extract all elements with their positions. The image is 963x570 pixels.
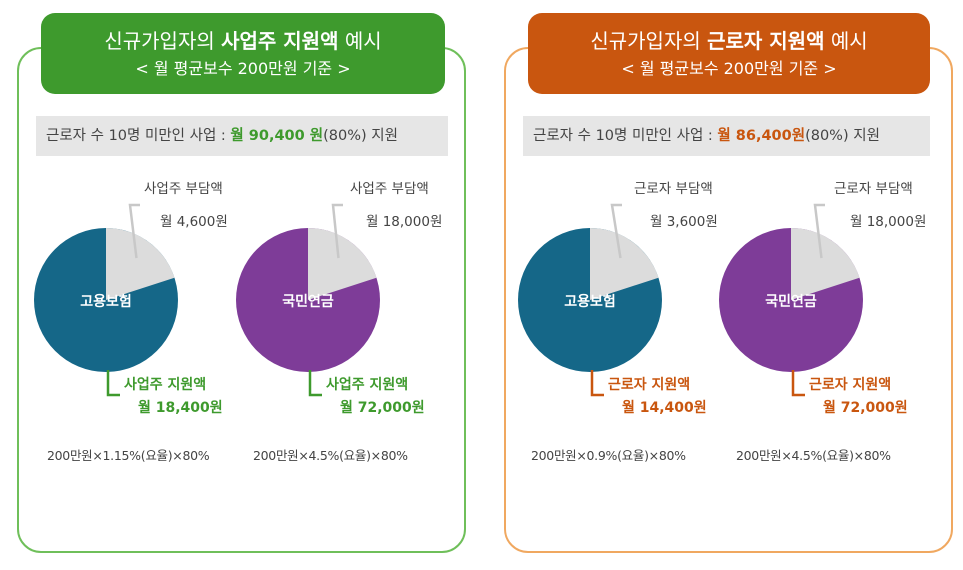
band-text: 근로자 수 10명 미만인 사업 : <box>46 128 231 144</box>
header-bold: 근로자 지원액 <box>707 29 825 53</box>
support-value: 월 72,000원 <box>340 399 425 416</box>
pie-center-label: 국민연금 <box>765 293 817 310</box>
support-leader-line <box>590 370 604 397</box>
support-label: 근로자 지원액 <box>809 376 891 393</box>
pie-center-label: 고용보험 <box>80 293 132 310</box>
pie-slice-burden <box>308 227 377 300</box>
support-value: 월 72,000원 <box>823 399 908 416</box>
worker-header: 신규가입자의 근로자 지원액 예시 < 월 평균보수 200만원 기준 > <box>528 13 930 94</box>
burden-label: 근로자 부담액 <box>834 181 913 197</box>
support-value: 월 14,400원 <box>622 399 707 416</box>
formula-national-pension-employer: 200만원×4.5%(요율)×80% <box>253 448 408 463</box>
formula-employment-insurance-worker: 200만원×0.9%(요율)×80% <box>531 448 686 463</box>
support-value: 월 18,400원 <box>138 399 223 416</box>
burden-leader-line <box>331 203 343 259</box>
pie-slice-burden <box>791 228 860 300</box>
formula-national-pension-worker: 200만원×4.5%(요율)×80% <box>736 448 891 463</box>
header-prefix: 신규가입자의 <box>590 29 708 53</box>
employer-header-subtitle: < 월 평균보수 200만원 기준 > <box>135 59 351 78</box>
header-bold: 사업주 지원액 <box>221 29 339 53</box>
band-highlight: 월 86,400원 <box>717 128 806 144</box>
employer-summary-band: 근로자 수 10명 미만인 사업 : 월 90,400 원(80%) 지원 <box>36 116 448 156</box>
band-text: 근로자 수 10명 미만인 사업 : <box>533 128 718 144</box>
support-label: 사업주 지원액 <box>326 376 408 393</box>
worker-header-subtitle: < 월 평균보수 200만원 기준 > <box>621 59 837 78</box>
burden-value: 월 4,600원 <box>160 214 228 230</box>
burden-value: 월 18,000원 <box>366 214 442 230</box>
burden-label: 근로자 부담액 <box>634 181 713 197</box>
worker-header-title: 신규가입자의 근로자 지원액 예시 <box>528 27 930 55</box>
band-suffix: (80%) 지원 <box>323 128 398 144</box>
worker-summary-band: 근로자 수 10명 미만인 사업 : 월 86,400원(80%) 지원 <box>523 116 930 156</box>
employer-header: 신규가입자의 사업주 지원액 예시 < 월 평균보수 200만원 기준 > <box>41 13 445 94</box>
burden-value: 월 3,600원 <box>650 214 718 230</box>
support-leader-line <box>791 370 805 397</box>
burden-label: 사업주 부담액 <box>350 181 429 197</box>
pie-center-label: 국민연금 <box>282 293 334 310</box>
burden-label: 사업주 부담액 <box>144 181 223 197</box>
pie-center-label: 고용보험 <box>564 293 616 310</box>
burden-leader-line <box>128 203 140 259</box>
support-leader-line <box>308 370 322 397</box>
burden-leader-line <box>813 203 825 259</box>
formula-employment-insurance-employer: 200만원×1.15%(요율)×80% <box>47 448 210 463</box>
employer-header-title: 신규가입자의 사업주 지원액 예시 <box>41 27 445 55</box>
band-highlight: 월 90,400 원 <box>230 128 324 144</box>
header-prefix: 신규가입자의 <box>104 29 222 53</box>
header-suffix: 예시 <box>338 29 382 53</box>
support-label: 사업주 지원액 <box>124 376 206 393</box>
pie-slice-burden <box>106 228 175 300</box>
header-suffix: 예시 <box>824 29 868 53</box>
support-leader-line <box>106 370 120 397</box>
support-label: 근로자 지원액 <box>608 376 690 393</box>
pie-slice-burden <box>590 228 659 300</box>
burden-value: 월 18,000원 <box>850 214 926 230</box>
burden-leader-line <box>610 203 622 259</box>
band-suffix: (80%) 지원 <box>805 128 880 144</box>
